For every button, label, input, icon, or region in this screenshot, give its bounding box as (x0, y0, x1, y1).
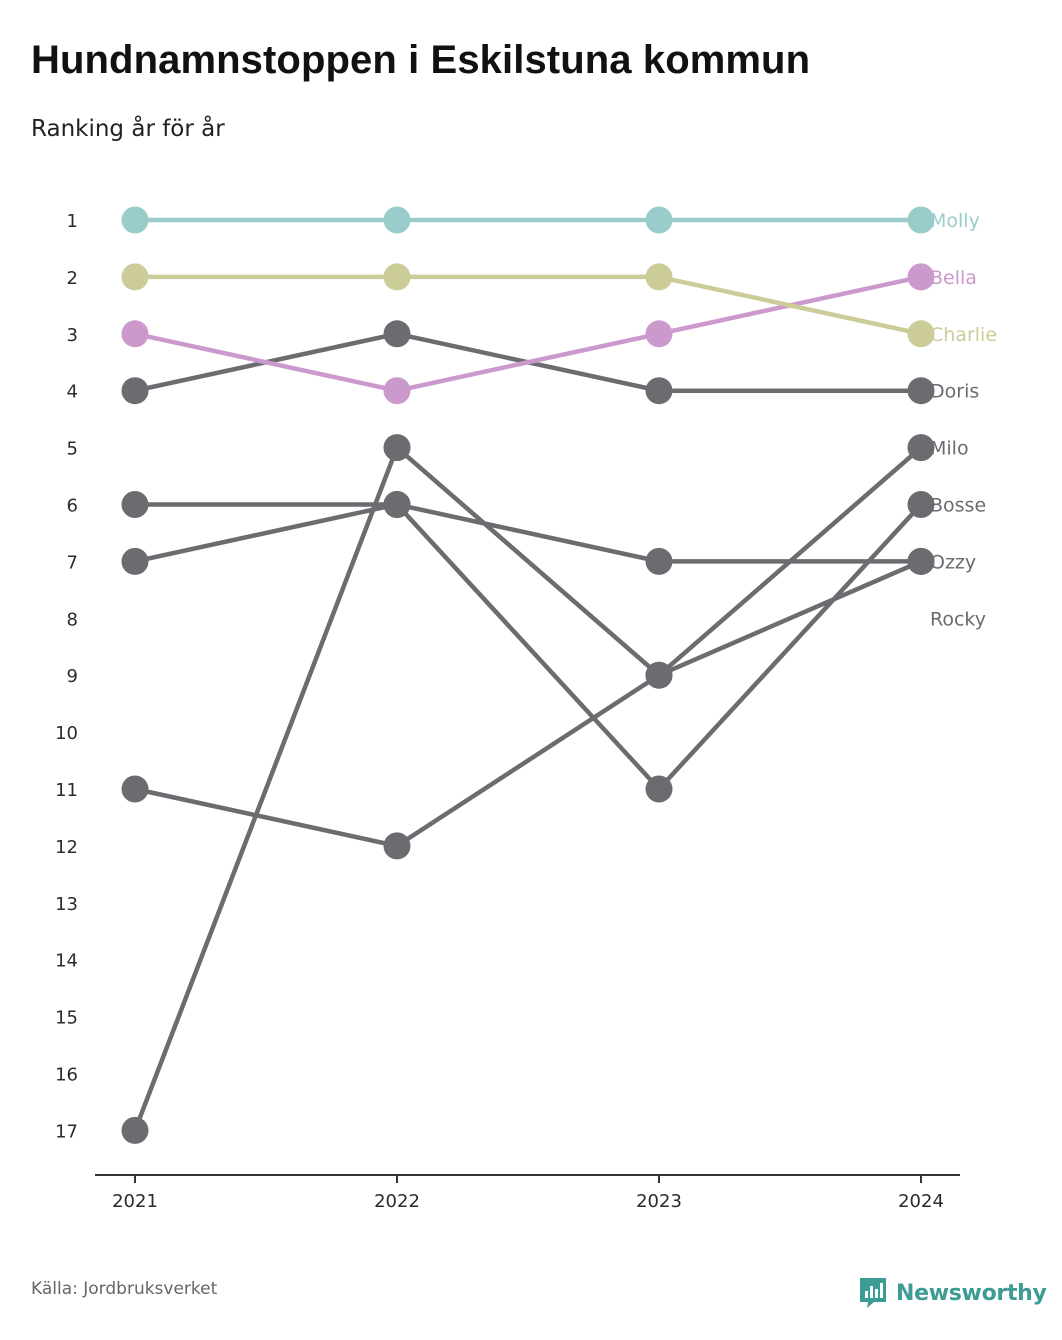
source-note: Källa: Jordbruksverket (31, 1279, 218, 1299)
y-tick-label: 7 (67, 552, 78, 573)
x-tick-label: 2024 (898, 1191, 944, 1212)
y-tick-label: 13 (55, 894, 78, 915)
series-line-ozzy[interactable] (135, 502, 921, 564)
point-bosse-2021[interactable] (121, 547, 149, 575)
point-ozzy-2023[interactable] (645, 547, 673, 575)
point-rocky-2022[interactable] (383, 434, 411, 462)
point-molly-2021[interactable] (121, 206, 149, 234)
point-rocky-2023[interactable] (645, 661, 673, 689)
y-tick-label: 9 (67, 666, 78, 687)
end-label-molly: Molly (930, 210, 980, 232)
point-bella-2024[interactable] (907, 263, 935, 291)
point-charlie-2024[interactable] (907, 320, 935, 348)
y-tick-label: 2 (67, 268, 78, 289)
point-bosse-2023[interactable] (645, 775, 673, 803)
point-charlie-2021[interactable] (121, 263, 149, 291)
end-label-bosse: Bosse (930, 495, 986, 517)
newsworthy-logo[interactable]: Newsworthy (858, 1276, 1047, 1310)
x-tick-label: 2023 (636, 1191, 682, 1212)
y-tick-label: 4 (67, 382, 78, 403)
point-bosse-2024[interactable] (907, 491, 935, 518)
end-label-ozzy: Ozzy (930, 551, 976, 573)
point-molly-2024[interactable] (907, 206, 935, 234)
series-line-rocky[interactable] (132, 445, 922, 1132)
end-label-doris: Doris (930, 381, 979, 403)
point-bella-2023[interactable] (645, 320, 673, 348)
point-rocky-2021[interactable] (121, 1116, 149, 1144)
y-tick-label: 15 (55, 1008, 78, 1029)
series-line-bosse[interactable] (134, 502, 923, 792)
chart-title: Hundnamnstoppen i Eskilstuna kommun (31, 38, 811, 82)
end-label-charlie: Charlie (930, 324, 997, 346)
x-axis-ticks: 2021 2022 2023 2024 (112, 1175, 944, 1212)
point-charlie-2023[interactable] (645, 263, 673, 291)
bar-chart-speech-bubble-icon (860, 1278, 886, 1308)
end-label-milo: Milo (930, 438, 969, 460)
series-lines (132, 217, 923, 1132)
chart-subtitle: Ranking år för år (31, 116, 225, 142)
series-line-bella[interactable] (134, 274, 922, 393)
point-doris-2022[interactable] (383, 320, 411, 348)
y-tick-label: 8 (67, 609, 78, 630)
x-tick-label: 2021 (112, 1191, 158, 1212)
series-end-labels: Molly Bella Charlie Doris Milo Bosse Ozzy Rocky (930, 210, 997, 630)
point-rocky-2024[interactable] (907, 547, 935, 575)
point-doris-2024[interactable] (907, 377, 935, 405)
point-molly-2023[interactable] (645, 206, 673, 234)
point-milo-2022[interactable] (383, 832, 411, 860)
y-tick-label: 16 (55, 1065, 78, 1086)
point-ozzy-2021[interactable] (121, 491, 149, 518)
point-doris-2023[interactable] (645, 377, 673, 405)
point-doris-2021[interactable] (121, 377, 149, 405)
x-tick-label: 2022 (374, 1191, 420, 1212)
y-tick-label: 5 (67, 439, 78, 460)
point-charlie-2022[interactable] (383, 263, 411, 291)
y-tick-label: 17 (55, 1121, 78, 1142)
series-line-charlie[interactable] (135, 274, 922, 336)
y-tick-label: 6 (67, 496, 78, 517)
y-tick-label: 12 (55, 837, 78, 858)
y-tick-label: 10 (55, 723, 78, 744)
y-tick-label: 3 (67, 325, 78, 346)
brand-name: Newsworthy (896, 1280, 1047, 1306)
y-tick-label: 11 (55, 780, 78, 801)
point-bella-2021[interactable] (121, 320, 149, 348)
end-label-rocky: Rocky (930, 608, 986, 630)
y-tick-label: 14 (55, 951, 78, 972)
end-label-bella: Bella (930, 267, 977, 289)
series-points (121, 206, 935, 1144)
point-molly-2022[interactable] (383, 206, 411, 234)
point-bella-2022[interactable] (383, 377, 411, 405)
y-tick-label: 1 (67, 211, 78, 232)
point-milo-2021[interactable] (121, 775, 149, 803)
point-milo-2024[interactable] (907, 434, 935, 462)
point-ozzy-2022[interactable] (383, 491, 411, 518)
